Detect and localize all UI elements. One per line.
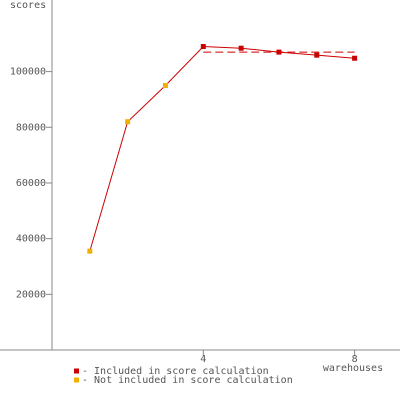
legend-marker [74,368,79,374]
y-tick-label: 40000 [16,234,46,245]
y-tick-label: 60000 [16,178,46,189]
y-axis-label: scores [10,0,46,11]
legend-label: - Included in score calculation [82,366,269,377]
data-point [314,52,320,58]
data-point [200,44,206,50]
data-point [238,45,244,51]
x-tick-label: 8 [352,354,358,365]
data-point [162,83,168,89]
y-tick-label: 100000 [10,67,46,78]
legend-label: - Not included in score calculation [82,375,293,386]
x-axis-label: warehouses [323,363,383,374]
data-point [352,55,358,61]
data-point [125,119,131,125]
data-point [87,248,93,254]
x-tick-label: 4 [200,354,206,365]
data-point [276,49,282,55]
y-tick-label: 20000 [16,289,46,300]
data-line [89,46,355,252]
legend-marker [74,377,79,383]
y-tick-label: 80000 [16,122,46,133]
